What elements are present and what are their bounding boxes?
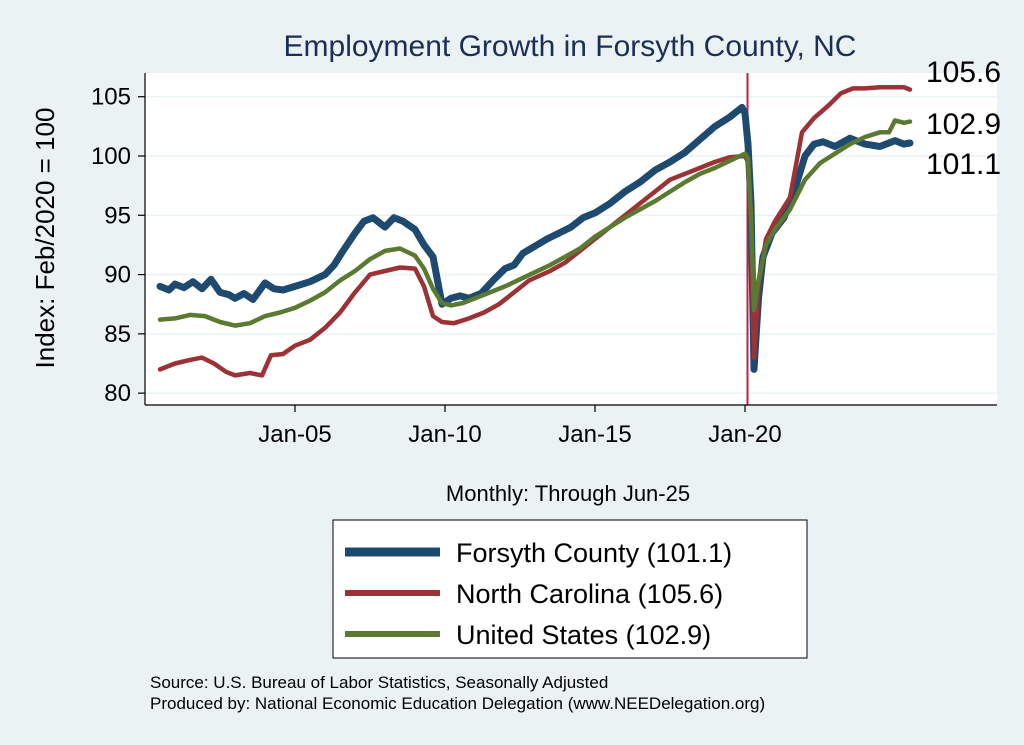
end-label: 102.9: [926, 108, 1001, 141]
source-line: Source: U.S. Bureau of Labor Statistics,…: [150, 673, 608, 692]
x-tick-label: Jan-10: [408, 421, 481, 448]
y-ticks: 80 85 90 95 100 105: [91, 84, 145, 407]
y-tick-label: 105: [91, 84, 131, 111]
y-tick-label: 90: [104, 262, 131, 289]
legend: Forsyth County (101.1) North Carolina (10…: [332, 519, 808, 659]
y-tick-label: 80: [104, 380, 131, 407]
x-tick-label: Jan-20: [708, 421, 781, 448]
gridlines: [145, 95, 997, 394]
producer-line: Produced by: National Economic Education…: [150, 694, 765, 713]
chart-title: Employment Growth in Forsyth County, NC: [284, 30, 857, 63]
series-lines: [156, 84, 914, 378]
series-line-1: [157, 84, 913, 378]
legend-label: North Carolina (105.6): [456, 579, 723, 609]
y-tick-label: 85: [104, 321, 131, 348]
legend-label: United States (102.9): [456, 620, 711, 650]
y-axis-title: Index: Feb/2020 = 100: [30, 108, 60, 369]
end-label: 101.1: [926, 148, 1001, 181]
end-labels: 105.6 102.9 101.1: [926, 56, 1001, 181]
end-label: 105.6: [926, 56, 1001, 89]
series-line-2: [157, 118, 913, 328]
y-tick-label: 95: [104, 202, 131, 229]
x-tick-label: Jan-05: [258, 421, 331, 448]
x-ticks: Jan-05 Jan-10 Jan-15 Jan-20: [258, 405, 782, 448]
x-tick-label: Jan-15: [558, 421, 631, 448]
legend-label: Forsyth County (101.1): [456, 538, 732, 568]
axes: [144, 73, 997, 406]
x-axis-title: Monthly: Through Jun-25: [446, 481, 690, 506]
y-tick-label: 100: [91, 143, 131, 170]
